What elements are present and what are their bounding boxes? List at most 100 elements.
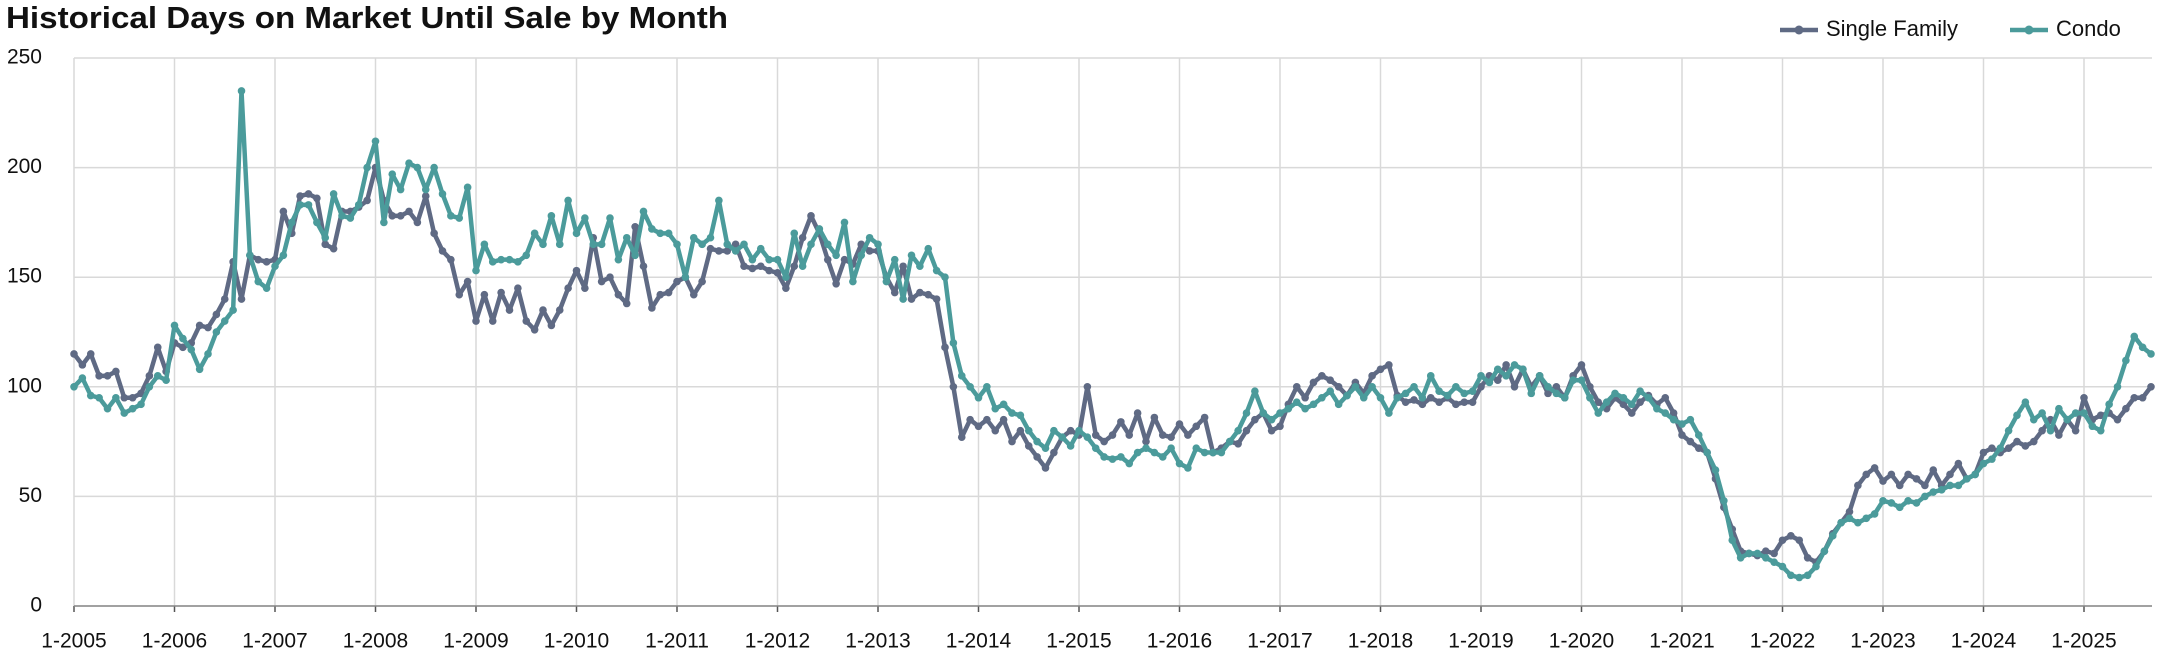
data-point bbox=[2147, 350, 2155, 358]
data-point bbox=[1150, 413, 1159, 422]
data-point bbox=[966, 415, 974, 424]
data-point bbox=[321, 240, 330, 249]
x-tick-label: 1-2022 bbox=[1750, 630, 1815, 653]
data-point bbox=[279, 207, 288, 216]
data-point bbox=[1661, 409, 1670, 417]
data-point bbox=[555, 306, 564, 314]
data-point bbox=[1251, 387, 1259, 395]
data-point bbox=[1653, 404, 1661, 413]
data-point bbox=[472, 317, 480, 325]
legend-marker bbox=[2024, 25, 2034, 35]
data-point bbox=[731, 247, 740, 255]
data-point bbox=[254, 255, 263, 264]
data-point bbox=[1158, 431, 1167, 439]
data-point bbox=[1016, 411, 1025, 420]
data-point bbox=[179, 334, 187, 343]
data-point bbox=[899, 262, 907, 271]
data-point bbox=[1024, 426, 1033, 435]
data-point bbox=[974, 393, 983, 402]
series-line bbox=[72, 88, 2153, 580]
data-point bbox=[1627, 400, 1636, 409]
data-point bbox=[1753, 549, 1762, 558]
data-point bbox=[689, 233, 698, 242]
data-point bbox=[363, 163, 371, 172]
data-point bbox=[1108, 431, 1117, 439]
data-point bbox=[932, 266, 941, 275]
data-point bbox=[78, 361, 87, 369]
data-point bbox=[1510, 361, 1519, 369]
data-point bbox=[966, 383, 974, 391]
data-point bbox=[765, 255, 773, 264]
data-point bbox=[798, 262, 807, 271]
data-point bbox=[1954, 481, 1963, 490]
data-point bbox=[1192, 422, 1201, 431]
data-point bbox=[1418, 393, 1427, 402]
data-point bbox=[1577, 361, 1586, 369]
data-point bbox=[1376, 365, 1385, 374]
data-point bbox=[329, 190, 338, 198]
data-point bbox=[237, 87, 246, 95]
data-point bbox=[698, 240, 706, 249]
x-tick-label: 1-2006 bbox=[142, 630, 207, 653]
data-point bbox=[472, 266, 480, 275]
data-point bbox=[865, 233, 874, 242]
data-point bbox=[1234, 439, 1242, 448]
data-point bbox=[1979, 448, 1988, 457]
data-point bbox=[1879, 496, 1887, 505]
data-point bbox=[1770, 549, 1778, 558]
grid: 0 50 100 150 200 250 1-2005 1-2006 1-2007 1-2008 1… bbox=[7, 46, 2152, 653]
data-point bbox=[765, 266, 773, 275]
data-point bbox=[1921, 492, 1929, 501]
data-point bbox=[1184, 464, 1192, 472]
data-point bbox=[304, 190, 313, 198]
data-point bbox=[1410, 383, 1418, 391]
data-point bbox=[396, 185, 405, 194]
data-point bbox=[932, 295, 941, 303]
data-point bbox=[1862, 514, 1871, 523]
data-point bbox=[1292, 398, 1301, 406]
data-point bbox=[1276, 422, 1284, 431]
legend: Single Family Condo bbox=[1780, 16, 2121, 41]
data-point bbox=[949, 383, 958, 391]
data-point bbox=[857, 251, 866, 260]
data-point bbox=[447, 255, 455, 264]
data-point bbox=[195, 321, 204, 330]
data-point bbox=[1117, 453, 1125, 461]
data-point bbox=[1778, 536, 1787, 545]
data-point bbox=[1787, 532, 1795, 540]
data-point bbox=[1368, 372, 1376, 380]
data-point bbox=[1050, 448, 1058, 457]
data-point bbox=[597, 277, 606, 286]
data-point bbox=[413, 163, 422, 172]
data-point bbox=[1787, 571, 1795, 580]
data-point bbox=[1720, 496, 1728, 505]
data-point bbox=[1678, 431, 1686, 439]
data-point bbox=[673, 240, 681, 249]
data-point bbox=[1334, 400, 1343, 409]
data-point bbox=[1954, 459, 1963, 468]
data-point bbox=[1242, 409, 1251, 417]
data-point bbox=[1686, 437, 1695, 446]
data-point bbox=[916, 262, 924, 271]
data-point bbox=[1870, 464, 1879, 472]
data-point bbox=[740, 240, 748, 249]
data-point bbox=[86, 391, 95, 400]
data-point bbox=[622, 299, 631, 308]
data-point bbox=[388, 170, 397, 178]
data-point bbox=[999, 415, 1008, 424]
data-point bbox=[581, 214, 589, 222]
data-point bbox=[1142, 437, 1150, 446]
data-point bbox=[1452, 383, 1460, 391]
data-point bbox=[1351, 383, 1360, 391]
data-point bbox=[1929, 466, 1938, 474]
data-point bbox=[1502, 372, 1510, 380]
data-point bbox=[363, 196, 371, 205]
data-point bbox=[715, 247, 723, 255]
data-point bbox=[463, 183, 472, 192]
data-point bbox=[664, 288, 673, 297]
data-point bbox=[1678, 420, 1686, 428]
data-point bbox=[1694, 431, 1703, 439]
data-point bbox=[606, 214, 614, 222]
data-point bbox=[1083, 383, 1092, 391]
data-point bbox=[731, 240, 740, 249]
